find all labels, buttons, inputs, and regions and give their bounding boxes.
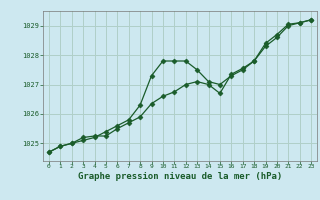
X-axis label: Graphe pression niveau de la mer (hPa): Graphe pression niveau de la mer (hPa) [78,172,282,181]
